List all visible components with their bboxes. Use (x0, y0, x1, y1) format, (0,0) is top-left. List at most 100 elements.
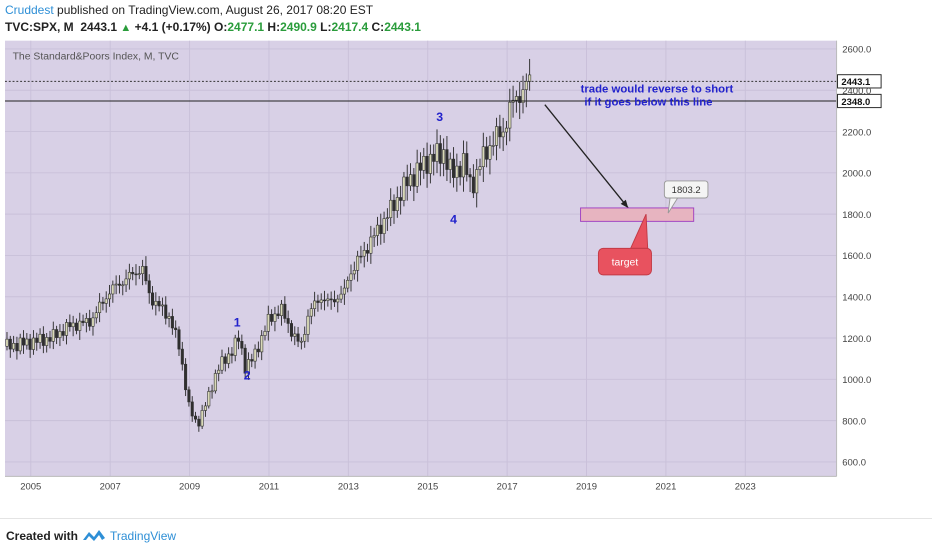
candle-up (273, 313, 277, 322)
open-value: 2477.1 (227, 20, 265, 34)
candle-down (131, 272, 135, 275)
price-tick-label: 2400.0 (842, 86, 871, 97)
candle-up (409, 174, 413, 187)
candle-down (458, 165, 462, 178)
price-label-box (837, 93, 882, 109)
candle-down (177, 329, 181, 350)
candle-up (91, 317, 95, 327)
candle-down (184, 363, 188, 391)
candle-down (180, 348, 184, 365)
candle-up (442, 149, 446, 164)
candle-down (518, 96, 522, 103)
candle-up (389, 199, 393, 218)
price-label-value: 2348.0 (841, 97, 870, 108)
candle-up (488, 145, 492, 160)
candle-up (127, 272, 131, 280)
time-tick-label: 2013 (338, 482, 359, 493)
wave-label: 2 (244, 368, 251, 382)
candle-up (422, 156, 426, 171)
candle-up (428, 153, 432, 174)
candle-down (379, 224, 383, 234)
candle-up (514, 96, 518, 101)
candle-up (104, 298, 108, 304)
candle-up (395, 197, 399, 211)
candle-down (329, 298, 333, 301)
candle-down (412, 174, 416, 187)
candle-up (504, 127, 508, 133)
open-label: O: (214, 20, 228, 34)
price-tick-label: 1600.0 (842, 251, 871, 262)
candle-up (71, 322, 75, 328)
annotation-text: trade would reverse to short (581, 83, 734, 95)
candle-up (213, 373, 217, 392)
price-axis-area[interactable] (883, 38, 932, 498)
candle-down (237, 337, 241, 342)
candle-down (8, 338, 12, 350)
candle-up (227, 353, 231, 364)
time-tick-label: 2019 (576, 482, 597, 493)
arrow-head-icon (620, 199, 629, 208)
author-link[interactable]: Cruddest (5, 3, 54, 17)
candle-down (399, 197, 403, 201)
candle-up (356, 255, 360, 271)
candle-down (28, 338, 32, 350)
candle-up (12, 343, 16, 350)
candle-up (508, 102, 512, 129)
chart-canvas[interactable]: 1 2 3 4 trade would reverse to short if it go… (5, 38, 883, 498)
symbol-legend: TVC:SPX, M 2443.1 ▲ +4.1 (+0.17%) O:2477… (5, 20, 421, 34)
candle-up (346, 280, 350, 289)
candle-down (230, 353, 234, 356)
candle-up (108, 293, 112, 300)
low-value: 2417.4 (331, 20, 369, 34)
time-axis[interactable]: 2005 2007 2009 2011 2013 2015 2017 2019 2021 2023 (20, 482, 756, 493)
price-axis[interactable]: 2600.0 2400.0 2200.0 2000.0 1800.0 1600.0 1400… (837, 45, 882, 469)
candle-up (45, 337, 49, 346)
time-tick-label: 2011 (259, 482, 279, 493)
created-with-label: Created with (6, 529, 79, 543)
candle-up (372, 235, 376, 238)
candle-down (240, 341, 244, 349)
candle-down (15, 343, 19, 352)
candle-down (359, 255, 363, 258)
candle-up (448, 158, 452, 170)
candle-up (154, 300, 158, 306)
candle-down (144, 266, 148, 282)
price-tick-label: 600.0 (842, 458, 866, 469)
candle-up (58, 331, 62, 338)
candle-down (170, 316, 174, 329)
candle-up (362, 250, 366, 257)
candle-up (160, 304, 164, 307)
tradingview-brand[interactable]: TradingView (110, 529, 177, 543)
candle-down (485, 146, 489, 160)
candle-up (461, 153, 465, 178)
candle-up (31, 337, 35, 350)
time-tick-label: 2005 (20, 482, 41, 493)
candle-up (524, 81, 528, 90)
candle-up (260, 335, 264, 353)
candle-down (498, 126, 502, 138)
candle-up (293, 333, 297, 337)
symbol-name[interactable]: TVC:SPX, M (5, 20, 74, 34)
price-tick-label: 2000.0 (842, 169, 871, 180)
candle-down (316, 300, 320, 303)
candle-down (187, 389, 191, 403)
candle-up (280, 303, 284, 316)
candle-down (438, 143, 442, 164)
price-label-box (837, 74, 882, 89)
candle-down (323, 299, 327, 302)
high-label: H: (267, 20, 281, 34)
candle-down (471, 176, 475, 194)
close-value: 2443.1 (384, 20, 421, 34)
candle-up (207, 391, 211, 407)
candle-up (303, 334, 307, 342)
candle-up (167, 316, 171, 319)
arrow-line (544, 104, 629, 209)
candle-up (200, 410, 204, 427)
price-flag-pointer (667, 197, 679, 214)
time-tick-label: 2015 (417, 482, 438, 493)
candle-up (38, 333, 42, 343)
candle-up (521, 89, 525, 103)
candle-down (243, 347, 247, 374)
publish-line: Cruddest published on TradingView.com, A… (5, 3, 373, 17)
target-callout-box (597, 247, 652, 276)
